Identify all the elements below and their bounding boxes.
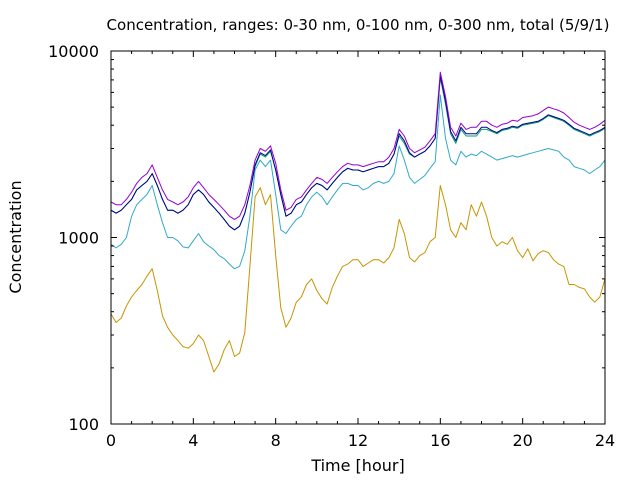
x-tick-label: 4 [188,431,198,450]
series-line-4 [110,74,606,231]
plot-frame [110,50,606,425]
series-line-2 [110,94,606,270]
x-tick-label: 12 [348,431,368,450]
x-tick-label: 20 [512,431,532,450]
series-line-1 [110,185,606,373]
x-axis-label: Time [hour] [310,456,404,475]
series-line-5 [110,71,606,220]
x-tick-label: 16 [430,431,450,450]
ticks-group: 0 4 8 12 16 20 24 100 1000 10000 [48,42,615,450]
y-tick-label: 1000 [58,229,99,248]
y-tick-label: 10000 [48,42,99,61]
series-group [110,71,606,373]
y-axis-label: Concentration [6,180,25,293]
x-tick-label: 8 [271,431,281,450]
x-tick-label: 0 [106,431,116,450]
chart-title: Concentration, ranges: 0-30 nm, 0-100 nm… [107,16,610,34]
x-tick-label: 24 [595,431,615,450]
y-tick-label: 100 [68,415,99,434]
